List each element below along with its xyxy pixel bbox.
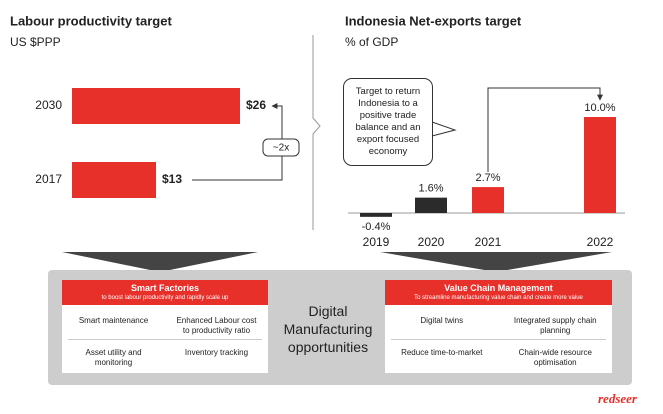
item: Inventory tracking — [184, 348, 249, 357]
callout-tail — [431, 121, 457, 137]
chart-subtitle: US $PPP — [10, 35, 61, 49]
card-subtitle: to boost labour productivity and rapidly… — [101, 295, 229, 301]
bar — [472, 187, 504, 213]
value-label: 10.0% — [584, 102, 615, 114]
chart-title: Labour productivity target — [10, 13, 172, 28]
x-tick-label: 2019 — [363, 235, 390, 249]
bar — [415, 197, 447, 213]
item: Integrated supply chain planning — [513, 316, 597, 335]
value-label: $26 — [246, 98, 266, 112]
item: Chain-wide resource optimisation — [518, 348, 592, 367]
item: Smart maintenance — [78, 316, 149, 325]
card: Value Chain Management To streamline manu… — [385, 280, 612, 373]
x-tick-label: 2022 — [587, 235, 614, 249]
card-title: Value Chain Management — [444, 283, 553, 293]
item: Enhanced Labour cost to productivity rat… — [176, 316, 257, 335]
item: Asset utility and monitoring — [85, 348, 142, 367]
divider — [391, 339, 606, 340]
callout: Target to return Indonesia to a positive… — [343, 78, 433, 166]
arrow — [487, 87, 603, 172]
annotation: ~2x — [273, 143, 289, 154]
value-label: $13 — [162, 172, 182, 186]
value-label: 2.7% — [475, 172, 500, 184]
card-header: Smart Factories to boost labour productiv… — [62, 280, 268, 305]
value-label: -0.4% — [362, 221, 391, 233]
chart-title: Indonesia Net-exports target — [345, 13, 522, 28]
item: Reduce time-to-market — [401, 348, 483, 357]
category-label: 2017 — [35, 172, 62, 186]
divider — [68, 339, 262, 340]
annotation-box — [262, 138, 300, 157]
center-label: Digital Manufacturing opportunities — [283, 303, 373, 355]
chevron — [380, 252, 612, 272]
category-label: 2030 — [35, 98, 62, 112]
x-tick-label: 2020 — [418, 235, 445, 249]
value-label: 1.6% — [418, 183, 443, 195]
card: Smart Factories to boost labour productiv… — [62, 280, 268, 373]
card-header: Value Chain Management To streamline manu… — [385, 280, 612, 305]
item: Digital twins — [420, 316, 464, 325]
bar — [360, 213, 392, 217]
bar — [72, 162, 156, 198]
card-title: Smart Factories — [130, 283, 200, 293]
chevron — [62, 252, 258, 272]
chart-subtitle: % of GDP — [345, 35, 398, 49]
x-tick-label: 2021 — [475, 235, 502, 249]
divider — [312, 35, 321, 230]
bar — [72, 88, 240, 124]
card-subtitle: To streamline manufacturing value chain … — [414, 295, 583, 301]
logo: redseer — [598, 391, 637, 406]
bar — [584, 117, 616, 213]
